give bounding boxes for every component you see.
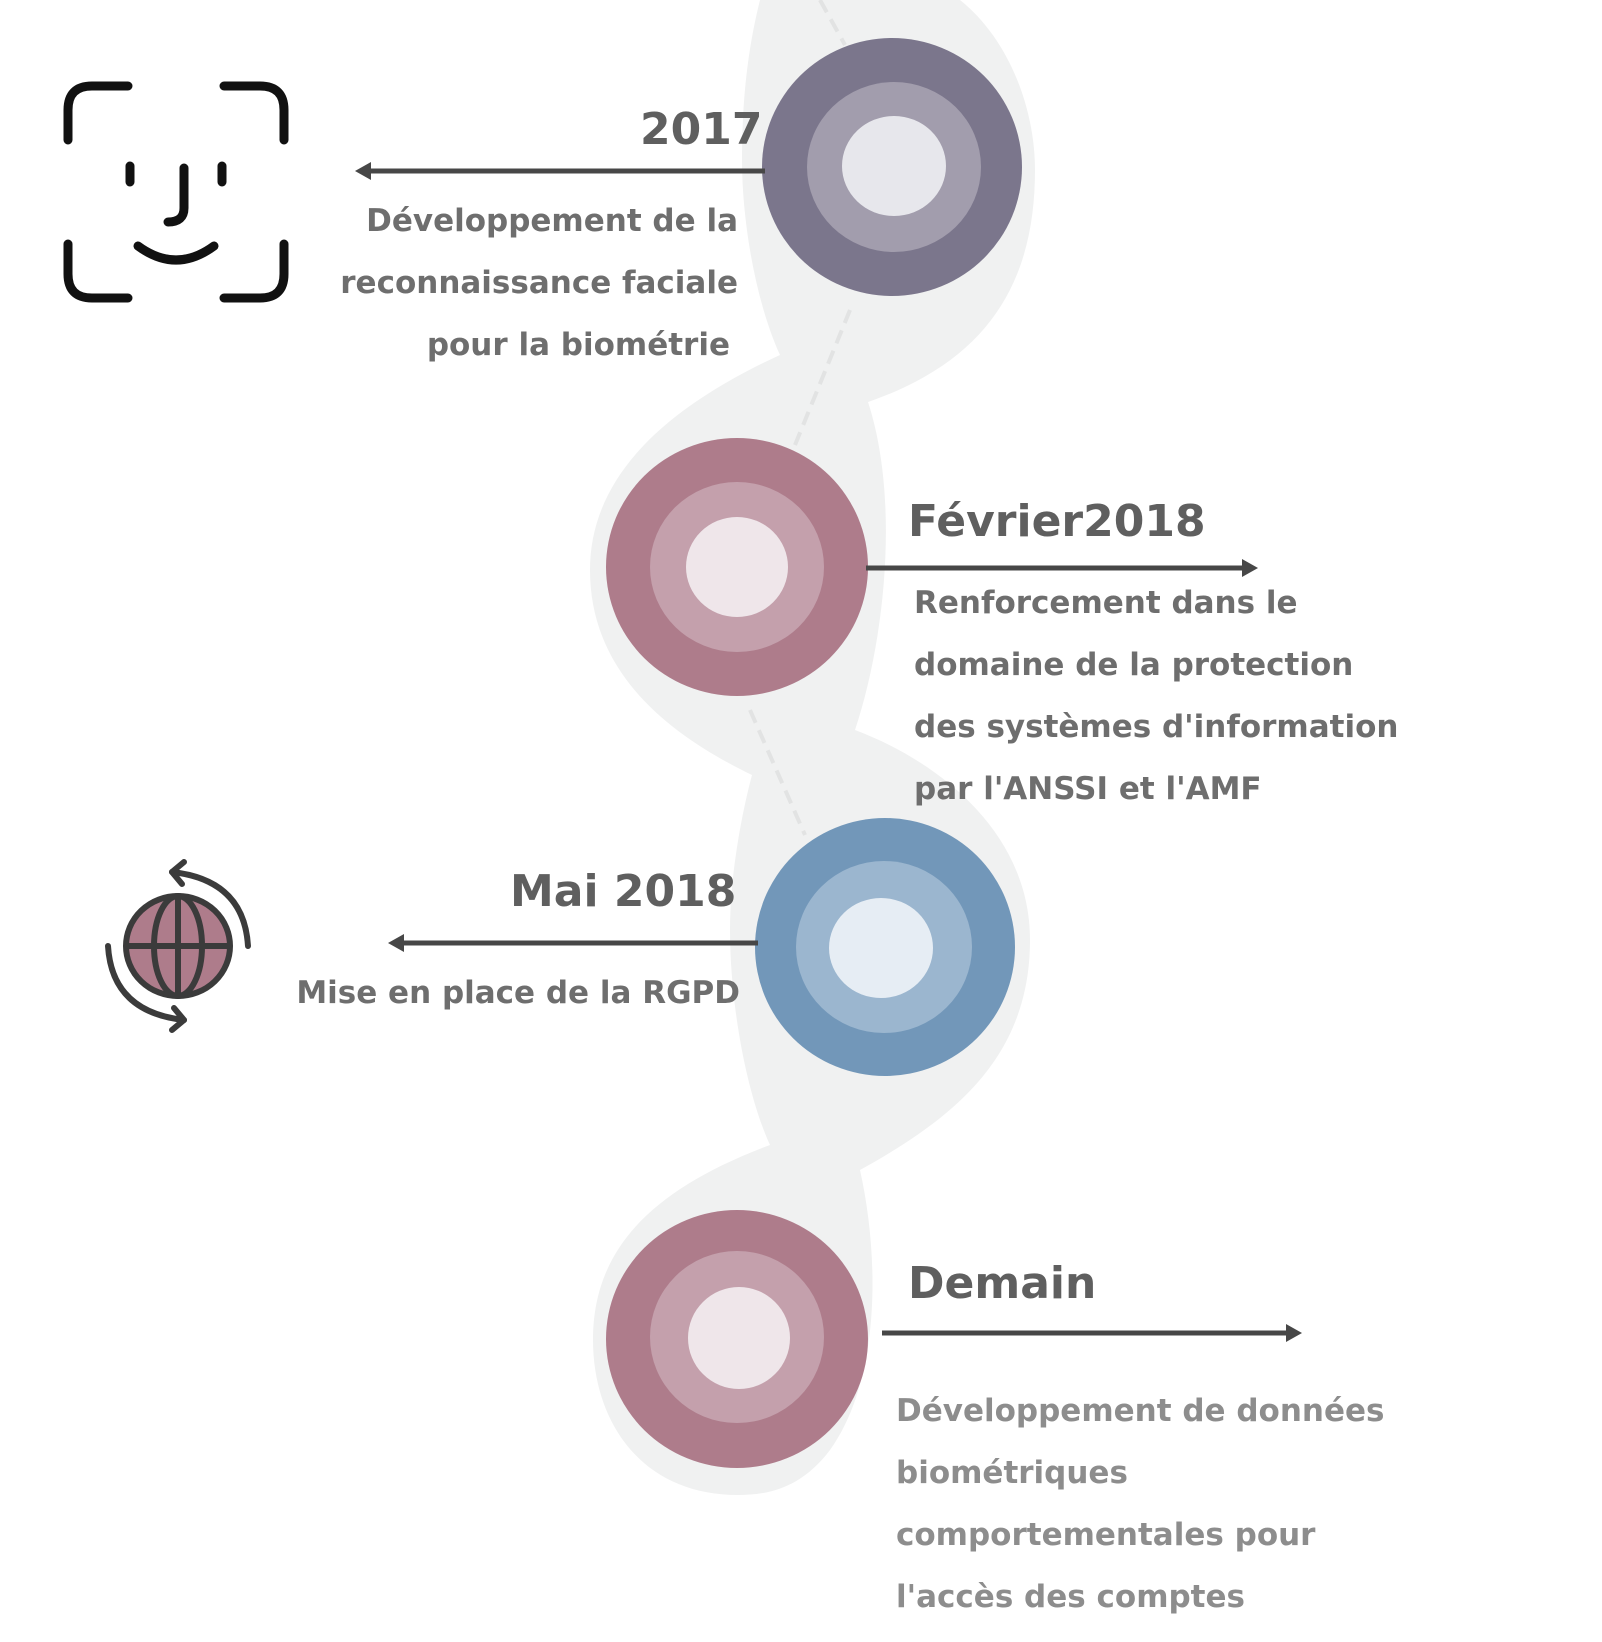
milestone-description-mai-2018: Mise en place de la RGPD	[296, 962, 740, 1024]
timeline-path-shape	[590, 0, 1035, 1495]
milestone-year-demain: Demain	[908, 1258, 1097, 1309]
description-line: reconnaissance faciale	[340, 265, 738, 301]
milestone-description-fevrier-2018: Renforcement dans le domaine de la prote…	[914, 572, 1398, 820]
description-line: l'accès des comptes	[896, 1579, 1245, 1615]
milestone-node-2017	[762, 38, 1022, 296]
description-line: par l'ANSSI et l'AMF	[914, 771, 1262, 807]
globe-sync-icon	[105, 859, 251, 1033]
arrow-left-mai-2018	[388, 934, 758, 952]
milestone-node-fevrier-2018	[606, 438, 868, 696]
milestone-node-inner-ring	[829, 898, 933, 998]
description-line: comportementales pour	[896, 1517, 1316, 1553]
description-line: Développement de données	[896, 1393, 1385, 1429]
milestone-year-fevrier-2018: Février2018	[908, 496, 1206, 547]
description-line: Renforcement dans le	[914, 585, 1298, 621]
milestone-node-inner-ring	[686, 517, 788, 617]
milestone-year-mai-2018: Mai 2018	[510, 866, 737, 917]
milestone-node-inner-ring	[842, 116, 946, 216]
milestone-node-inner-ring	[688, 1287, 790, 1389]
milestone-description-demain: Développement de données biométriques co…	[896, 1380, 1384, 1628]
description-line: pour la biométrie	[426, 327, 730, 363]
arrow-right-fevrier-2018	[866, 559, 1258, 577]
dashed-connector	[748, 0, 852, 836]
milestone-description-2017: Développement de la reconnaissance facia…	[340, 190, 738, 376]
description-line: Mise en place de la RGPD	[296, 975, 740, 1011]
milestone-year-2017: 2017	[640, 104, 763, 155]
description-line: biométriques	[896, 1455, 1128, 1491]
description-line: Développement de la	[366, 203, 738, 239]
milestone-node-mai-2018	[755, 818, 1015, 1076]
description-line: domaine de la protection	[914, 647, 1354, 683]
face-id-icon	[63, 81, 289, 303]
milestone-node-demain	[606, 1210, 868, 1468]
arrow-left-2017	[355, 162, 765, 180]
description-line: des systèmes d'information	[914, 709, 1399, 745]
arrow-right-demain	[882, 1324, 1302, 1342]
